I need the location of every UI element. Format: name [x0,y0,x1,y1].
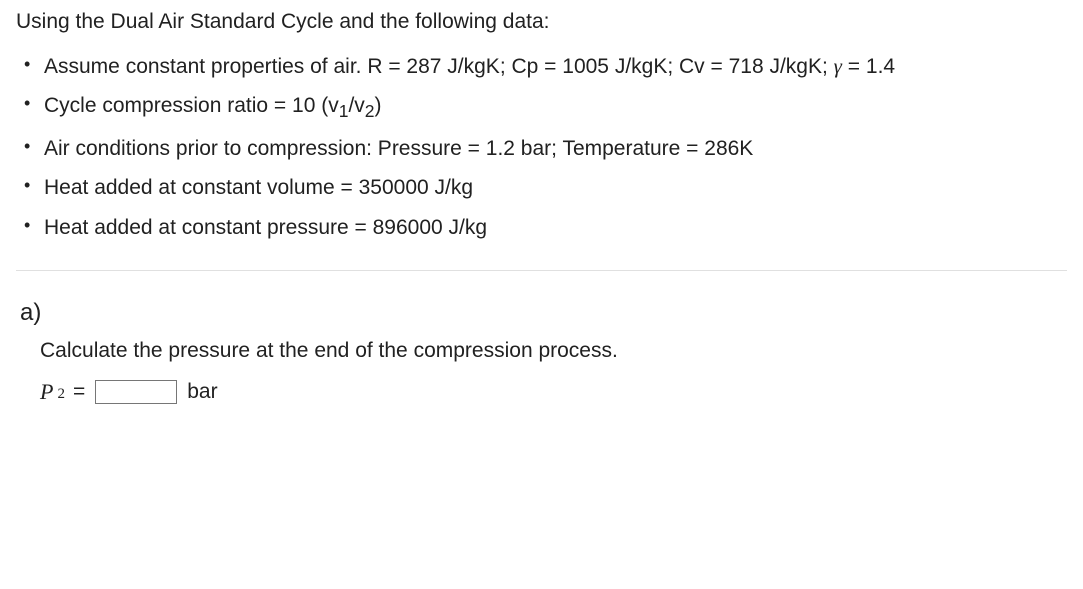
bullet-heat-cp: Heat added at constant pressure = 896000… [44,213,1067,242]
bullet2-pre: Cycle compression ratio = 10 (v [44,94,339,117]
equals-sign: = [73,380,85,404]
variable-p: P [40,379,53,405]
p2-input[interactable] [95,380,177,404]
bullet-compression-ratio: Cycle compression ratio = 10 (v1/v2) [44,91,1067,124]
bullet2-sub2: 2 [365,102,375,122]
bullet-properties: Assume constant properties of air. R = 2… [44,52,1067,81]
question-text: Calculate the pressure at the end of the… [40,339,1067,363]
bullet2-post: ) [375,94,382,117]
bullet2-mid: /v [348,94,364,117]
gamma-symbol: γ [834,54,842,78]
bullet1-pre: Assume constant properties of air. R = 2… [44,55,834,78]
bullet-heat-cv: Heat added at constant volume = 350000 J… [44,173,1067,202]
unit-label: bar [187,380,217,404]
variable-sub: 2 [57,386,65,403]
part-label: a) [20,299,1067,327]
intro-text: Using the Dual Air Standard Cycle and th… [16,10,1067,34]
bullet-air-conditions: Air conditions prior to compression: Pre… [44,134,1067,163]
bullet1-post: = 1.4 [842,55,895,78]
section-divider [16,270,1067,271]
bullet2-sub1: 1 [339,102,349,122]
data-list: Assume constant properties of air. R = 2… [16,52,1067,242]
answer-row: P2 = bar [40,379,1067,405]
